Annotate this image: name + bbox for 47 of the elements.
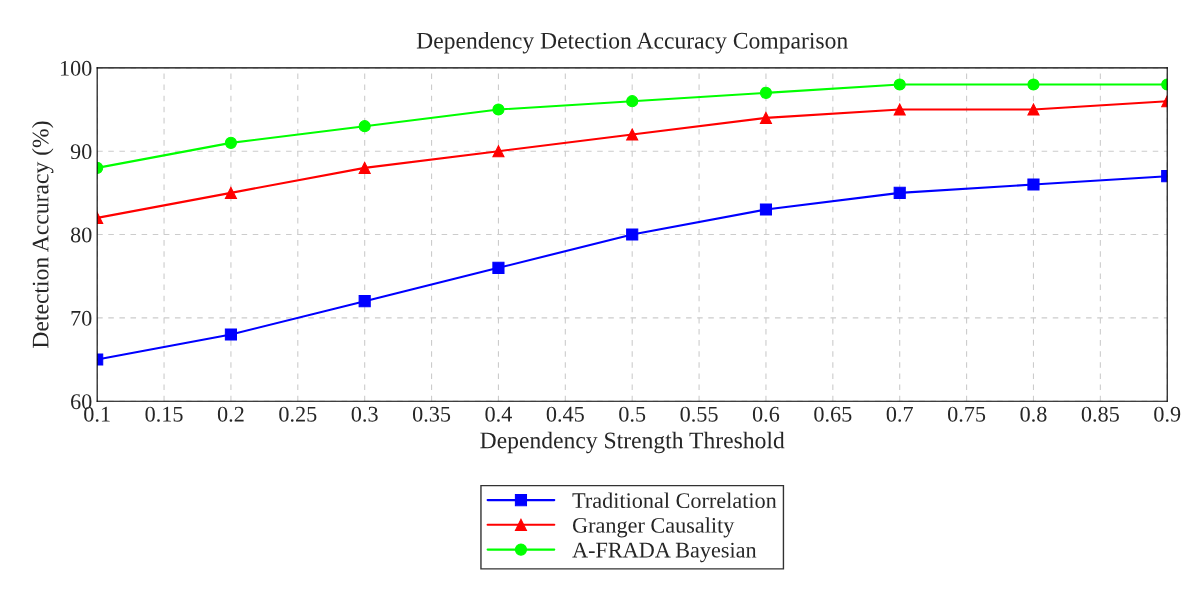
point [626, 228, 639, 241]
x-tick-label: 0.15 [145, 406, 183, 422]
x-tick-label: 0.4 [485, 406, 512, 422]
point [893, 186, 906, 199]
point [1027, 78, 1040, 91]
x-tick-label: 0.3 [351, 406, 378, 422]
x-tick-label: 0.85 [1081, 406, 1119, 422]
point [1027, 178, 1040, 191]
chart-title: Dependency Detection Accuracy Comparison [416, 32, 848, 54]
point [492, 103, 505, 116]
point [358, 161, 371, 174]
point [492, 145, 505, 158]
x-tick-label: 0.55 [680, 406, 718, 422]
point [1027, 103, 1040, 116]
point [626, 95, 639, 108]
point [759, 86, 773, 99]
point [358, 120, 371, 133]
x-tick-label: 0.45 [546, 406, 584, 422]
point [759, 111, 773, 124]
x-tick-label: 0.25 [279, 406, 317, 422]
legend-label: A-FRADA Bayesian [572, 542, 757, 563]
x-tick-label: 0.6 [752, 406, 780, 422]
y-tick-label: 100 [60, 60, 92, 76]
legend-label: Granger Causality [572, 517, 735, 538]
x-tick-label: 0.8 [1020, 406, 1047, 422]
point [759, 203, 773, 216]
y-tick-label: 80 [70, 227, 92, 243]
point [224, 136, 237, 149]
point [224, 328, 237, 341]
point [224, 186, 237, 199]
x-tick-label: 0.65 [814, 406, 852, 422]
x-tick-label: 0.35 [412, 406, 451, 422]
x-axis-title: Dependency Strength Threshold [480, 431, 785, 454]
point [492, 261, 505, 274]
point [358, 295, 371, 308]
point [626, 128, 639, 141]
x-tick-label: 0.5 [619, 406, 646, 422]
x-tick-label: 0.2 [217, 406, 244, 422]
point [893, 78, 906, 91]
x-tick-label: 0.75 [947, 406, 986, 422]
point [893, 103, 906, 116]
x-tick-label: 0.9 [1154, 406, 1181, 422]
y-axis-title: Detection Accuracy (%) [31, 121, 54, 348]
x-tick-label: 0.7 [886, 406, 913, 422]
legend-label: Traditional Correlation [572, 492, 777, 509]
y-tick-label: 70 [71, 310, 92, 326]
y-tick-label: 90 [70, 144, 92, 160]
